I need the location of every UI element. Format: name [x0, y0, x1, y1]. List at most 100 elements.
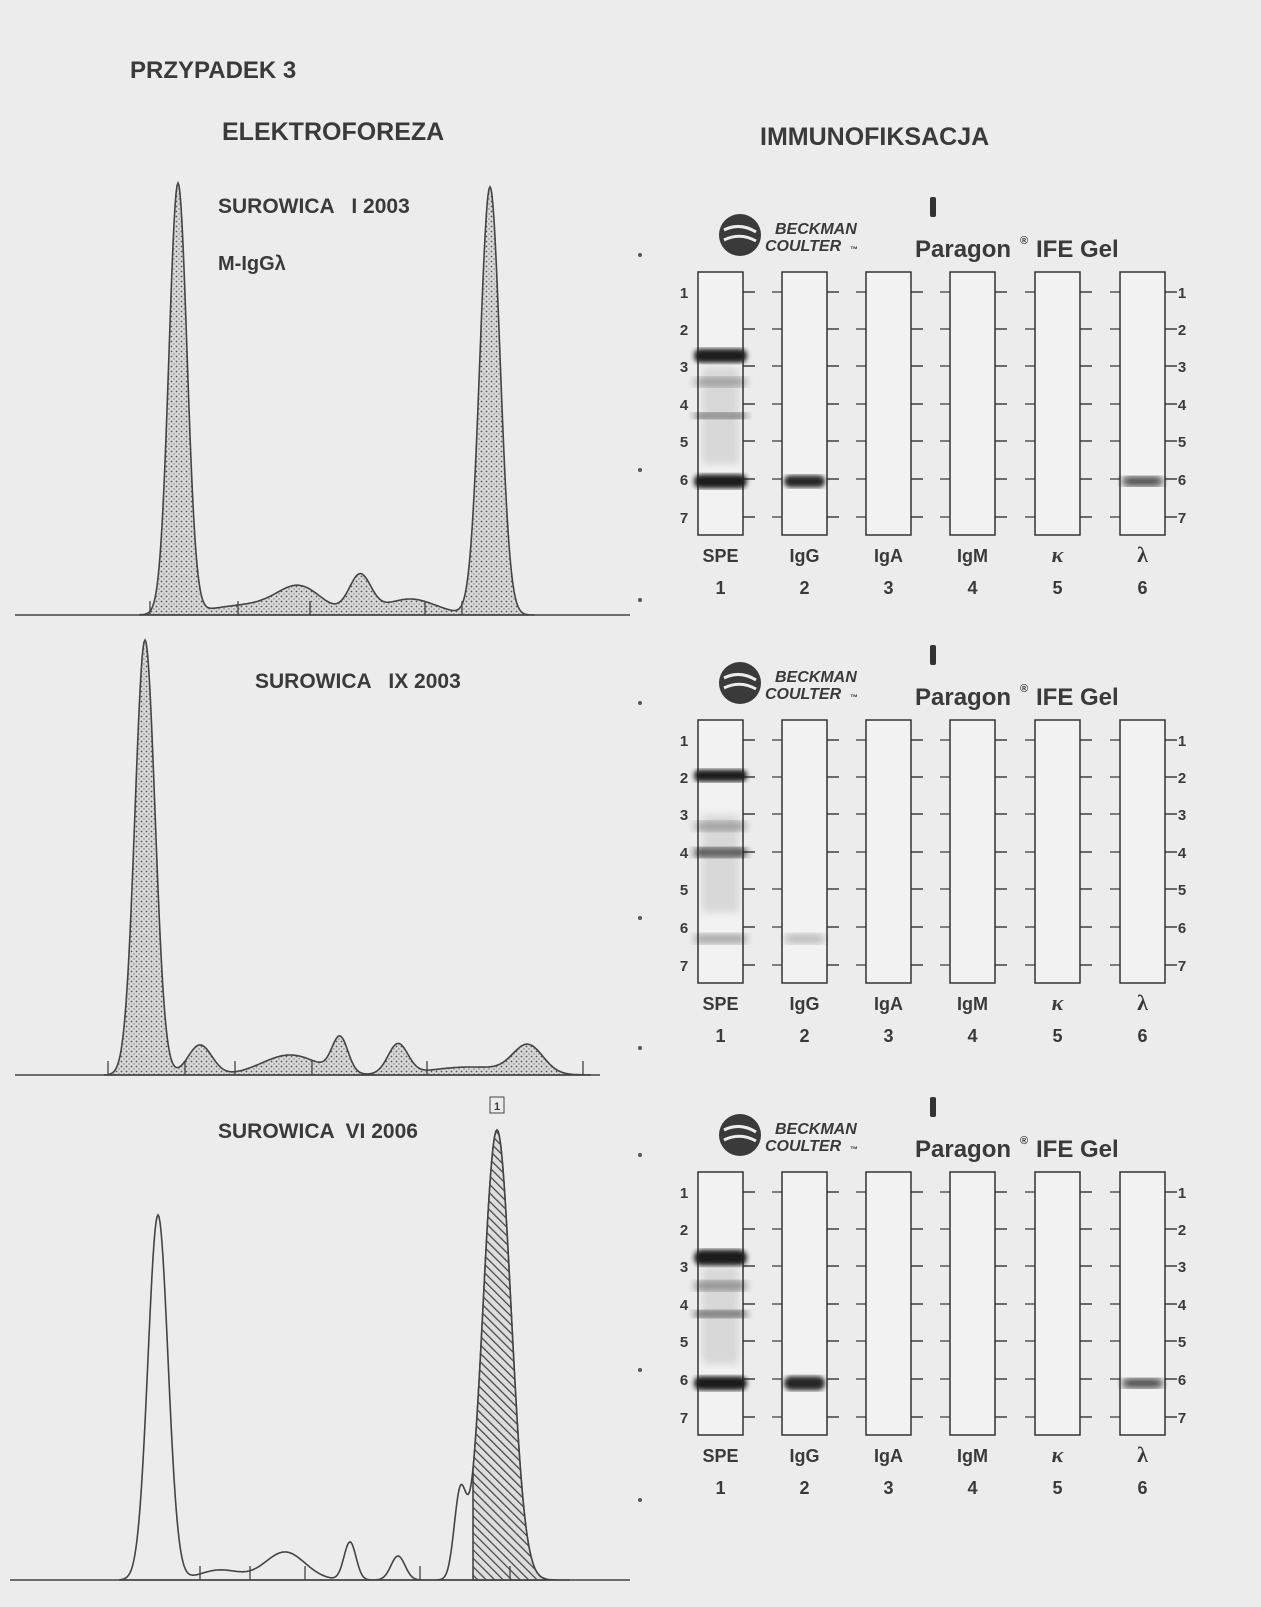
brand: BECKMAN	[775, 1121, 857, 1138]
gel-band	[694, 1250, 747, 1266]
lane-number: 5	[1052, 578, 1062, 598]
gel-lane	[782, 272, 827, 535]
registered: ®	[1020, 683, 1028, 695]
brand: COULTER	[765, 238, 842, 255]
row-number: 7	[680, 510, 688, 527]
lane-label: SPE	[702, 994, 738, 1014]
lane-number: 6	[1137, 578, 1147, 598]
gel-band	[694, 474, 747, 488]
gel-band	[784, 934, 825, 944]
gel-lane	[1120, 1172, 1165, 1435]
lane-label: IgG	[790, 994, 820, 1014]
gel-lane	[950, 272, 995, 535]
row-number: 1	[680, 285, 688, 302]
lane-number: 2	[799, 1478, 809, 1498]
gel-mark	[930, 1097, 936, 1117]
scan-dot	[638, 1498, 642, 1502]
lane-label: IgG	[790, 1446, 820, 1466]
smear	[702, 1267, 739, 1365]
gel-mark	[930, 645, 936, 665]
gel-lane	[1035, 720, 1080, 983]
lane-label: IgM	[957, 1446, 988, 1466]
product: Paragon	[915, 236, 1011, 263]
gel-mark	[930, 197, 936, 217]
gel-band	[694, 349, 747, 363]
row-number: 2	[1178, 322, 1186, 339]
gel-lane	[866, 720, 911, 983]
gel-band	[784, 475, 825, 487]
lane-number: 1	[715, 578, 725, 598]
row-number: 6	[680, 920, 688, 937]
row-number: 3	[680, 359, 688, 376]
lane-label: SPE	[702, 1446, 738, 1466]
lane-label: κ	[1052, 990, 1065, 1015]
row-number: 6	[1178, 920, 1186, 937]
row-number: 7	[1178, 510, 1186, 527]
lane-label: IgA	[874, 546, 903, 566]
row-number: 1	[680, 1185, 688, 1202]
trademark: ™	[850, 1145, 858, 1154]
smear	[702, 367, 739, 465]
smear	[702, 815, 739, 913]
row-number: 4	[1178, 397, 1187, 414]
scan-dot	[638, 1153, 642, 1157]
sample-label: SUROWICA I 2003	[218, 195, 410, 218]
row-number: 6	[680, 472, 688, 489]
brand: COULTER	[765, 1138, 842, 1155]
scan-dot	[638, 701, 642, 705]
row-number: 6	[1178, 472, 1186, 489]
gel-lane	[782, 1172, 827, 1435]
gel-band	[694, 770, 747, 782]
gel-band	[694, 934, 747, 944]
row-number: 7	[1178, 1410, 1186, 1427]
lane-number: 3	[883, 1026, 893, 1046]
lane-number: 6	[1137, 1478, 1147, 1498]
product: Paragon	[915, 1136, 1011, 1163]
gel-lane	[866, 1172, 911, 1435]
row-number: 6	[680, 1372, 688, 1389]
peak-marker: 1	[494, 1101, 500, 1113]
row-number: 3	[1178, 1259, 1186, 1276]
gel-lane	[950, 1172, 995, 1435]
lane-number: 4	[967, 578, 977, 598]
brand: BECKMAN	[775, 221, 857, 238]
lane-number: 1	[715, 1026, 725, 1046]
page: PRZYPADEK 3 ELEKTROFOREZA IMMUNOFIKSACJA…	[0, 0, 1261, 1607]
row-number: 2	[1178, 1222, 1186, 1239]
row-number: 4	[680, 1297, 689, 1314]
row-number: 4	[1178, 845, 1187, 862]
sample-note: M-IgGλ	[218, 253, 286, 275]
registered: ®	[1020, 1135, 1028, 1147]
trademark: ™	[850, 693, 858, 702]
row-number: 2	[680, 770, 688, 787]
lane-label: IgM	[957, 546, 988, 566]
row-number: 1	[1178, 733, 1186, 750]
gel-band	[694, 1376, 747, 1390]
registered: ®	[1020, 235, 1028, 247]
product: Paragon	[915, 684, 1011, 711]
row-number: 5	[680, 1334, 688, 1351]
row-number: 5	[680, 882, 688, 899]
gel-lane	[1120, 720, 1165, 983]
row-number: 1	[1178, 1185, 1186, 1202]
gel-lane	[1035, 272, 1080, 535]
brand: COULTER	[765, 686, 842, 703]
sample-label: SUROWICA VI 2006	[218, 1120, 418, 1143]
row-number: 2	[680, 322, 688, 339]
row-number: 3	[1178, 359, 1186, 376]
scan-dot	[638, 253, 642, 257]
product: IFE Gel	[1036, 1136, 1119, 1163]
scan-dot	[638, 1046, 642, 1050]
lane-label: κ	[1052, 1442, 1065, 1467]
product: IFE Gel	[1036, 684, 1119, 711]
section-title: IMMUNOFIKSACJA	[760, 123, 989, 151]
lane-number: 2	[799, 578, 809, 598]
row-number: 6	[1178, 1372, 1186, 1389]
gel-lane	[950, 720, 995, 983]
row-number: 5	[1178, 434, 1186, 451]
lane-label: IgA	[874, 994, 903, 1014]
lane-number: 3	[883, 578, 893, 598]
section-title: ELEKTROFOREZA	[222, 118, 444, 146]
gel-band	[784, 1376, 825, 1390]
product: IFE Gel	[1036, 236, 1119, 263]
